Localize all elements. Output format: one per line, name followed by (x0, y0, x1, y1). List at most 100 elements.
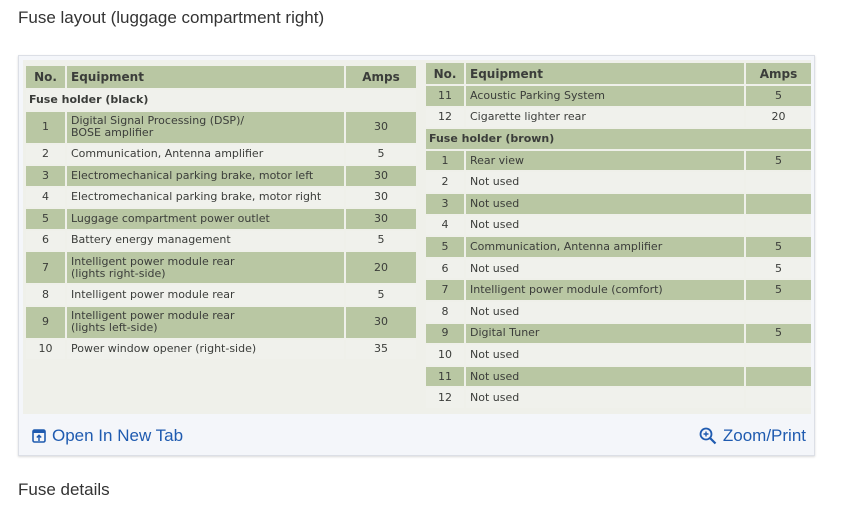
table-row: 2 Not used (426, 172, 811, 194)
table-row: 3 Electromechanical parking brake, motor … (26, 166, 416, 188)
fuse-holder-group-row: Fuse holder (black) (26, 90, 416, 112)
amps: 5 (775, 326, 782, 340)
table-row: 2 Communication, Antenna amplifier 5 (26, 144, 416, 166)
table-row: 6 Battery energy management 5 (26, 230, 416, 252)
amps: 5 (775, 153, 782, 167)
equipment: Not used (466, 366, 746, 387)
fuse-holder-group-row: Fuse holder (brown) (426, 129, 811, 151)
fuse-number: 12 (426, 388, 466, 408)
fuse-number: 8 (26, 285, 67, 305)
fuse-number: 9 (426, 323, 466, 344)
fuse-number: 1 (426, 150, 466, 171)
header-amps: Amps (759, 66, 798, 81)
header-amps: Amps (362, 70, 400, 84)
amps: 30 (374, 190, 388, 204)
fuse-number: 3 (26, 166, 67, 186)
fuse-number: 1 (26, 111, 67, 143)
fuse-number: 11 (426, 366, 466, 387)
fuse-number: 2 (426, 172, 466, 192)
table-row: 4 Not used (426, 215, 811, 238)
fuse-number: 4 (426, 215, 466, 236)
table-row: 5 Luggage compartment power outlet 30 (26, 209, 416, 231)
amps: 30 (374, 120, 388, 133)
table-row: 12 Cigarette lighter rear 20 (426, 107, 811, 130)
header-equipment: Equipment (466, 63, 746, 84)
equipment: Not used (466, 388, 746, 408)
table-row: 9 Intelligent power module rear (lights l… (26, 306, 416, 340)
open-in-new-tab-link[interactable]: Open In New Tab (32, 426, 183, 446)
table-row: 11 Not used (426, 366, 811, 389)
fuse-table-left: No. Equipment Amps Fuse holder (black) 1 Digi… (26, 66, 416, 361)
open-in-new-tab-label: Open In New Tab (52, 426, 184, 445)
header-no: No. (426, 63, 466, 84)
equipment: Not used (466, 345, 746, 365)
table-row: 7 Intelligent power module (comfort) 5 (426, 280, 811, 302)
amps: 5 (775, 239, 782, 253)
table-row: 10 Power window opener (right-side) 35 (26, 339, 416, 361)
table-row: 12 Not used (426, 388, 811, 410)
equipment: Intelligent power module rear (67, 285, 346, 305)
fuse-table-right: No. Equipment Amps 11 Acoustic Parking Syste… (426, 63, 811, 410)
table-row: 4 Electromechanical parking brake, motor … (26, 187, 416, 209)
table-row: 11 Acoustic Parking System 5 (426, 86, 811, 108)
fuse-number: 11 (426, 86, 466, 106)
equipment: Not used (466, 301, 746, 322)
amps: 5 (775, 283, 782, 297)
table-row: 3 Not used (426, 193, 811, 216)
equipment: Communication, Antenna amplifier (67, 144, 346, 164)
equipment: Battery energy management (67, 230, 346, 250)
amps: 30 (374, 211, 388, 225)
zoom-in-icon (699, 427, 717, 445)
equipment: Not used (466, 193, 746, 214)
amps: 5 (775, 88, 782, 102)
table-row: 1 Digital Signal Processing (DSP)/ BOSE a… (26, 111, 416, 145)
fuse-number: 5 (426, 237, 466, 257)
amps: 30 (374, 168, 388, 182)
equipment: Not used (466, 258, 746, 279)
header-equipment: Equipment (67, 66, 346, 88)
fuse-number: 12 (426, 107, 466, 128)
amps: 5 (377, 233, 385, 247)
amps: 20 (374, 260, 388, 274)
fuse-number: 4 (26, 187, 67, 207)
amps: 35 (374, 342, 388, 356)
fuse-number: 5 (26, 209, 67, 229)
fuse-number: 8 (426, 301, 466, 322)
equipment: Power window opener (right-side) (67, 339, 346, 359)
equipment: Rear view (466, 150, 746, 171)
equipment: Intelligent power module rear (lights le… (67, 306, 346, 338)
table-row: 7 Intelligent power module rear (lights r… (26, 252, 416, 285)
equipment: Not used (466, 215, 746, 236)
fuse-number: 6 (26, 230, 67, 250)
zoom-print-link[interactable]: Zoom/Print (699, 426, 806, 446)
equipment: Communication, Antenna amplifier (466, 237, 746, 257)
fuse-number: 7 (26, 252, 67, 283)
table-row: 8 Intelligent power module rear 5 (26, 285, 416, 307)
amps: 30 (374, 315, 388, 328)
amps: 5 (377, 147, 385, 161)
amps: 5 (775, 261, 782, 275)
equipment: Electromechanical parking brake, motor l… (67, 166, 346, 186)
table-row: 1 Rear view 5 (426, 150, 811, 173)
equipment: Luggage compartment power outlet (67, 209, 346, 229)
section-heading-fuse-details: Fuse details (18, 480, 110, 499)
equipment: Intelligent power module (comfort) (466, 280, 746, 300)
image-viewer: No. Equipment Amps Fuse holder (black) 1 Digi… (18, 55, 815, 456)
fuse-number: 9 (26, 306, 67, 338)
fuse-number: 7 (426, 280, 466, 300)
table-header-row: No. Equipment Amps (26, 66, 416, 90)
table-row: 8 Not used (426, 301, 811, 324)
header-no: No. (26, 66, 67, 88)
table-row: 5 Communication, Antenna amplifier 5 (426, 237, 811, 259)
equipment: Digital Signal Processing (DSP)/ BOSE am… (67, 111, 346, 143)
fuse-number: 10 (426, 345, 466, 365)
equipment: Electromechanical parking brake, motor r… (67, 187, 346, 207)
amps: 5 (377, 287, 385, 301)
fuse-table-image[interactable]: No. Equipment Amps Fuse holder (black) 1 Digi… (23, 60, 811, 414)
equipment: Digital Tuner (466, 323, 746, 344)
equipment: Cigarette lighter rear (466, 107, 746, 128)
fuse-number: 3 (426, 193, 466, 214)
table-row: 6 Not used 5 (426, 258, 811, 281)
amps: 20 (771, 110, 786, 124)
equipment: Acoustic Parking System (466, 86, 746, 106)
